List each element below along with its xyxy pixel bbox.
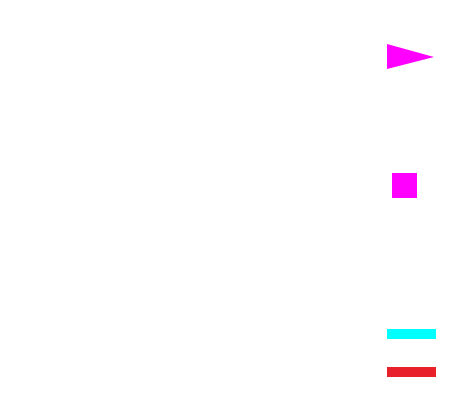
magenta-square-icon: [392, 173, 417, 198]
red-bar-icon: [387, 367, 436, 377]
cyan-bar-icon: [387, 329, 436, 339]
magenta-triangle-icon: [387, 44, 434, 69]
